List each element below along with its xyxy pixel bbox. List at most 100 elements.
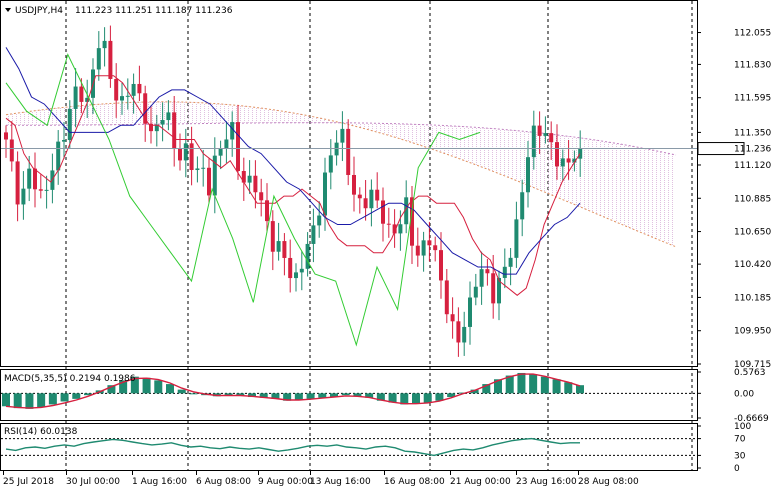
candle-body — [572, 158, 577, 163]
candle-body — [352, 174, 356, 195]
candle-body — [526, 157, 530, 193]
candle-body — [27, 168, 32, 189]
candle-body — [450, 314, 455, 322]
macd-bar — [388, 393, 397, 403]
candle-body — [224, 139, 229, 149]
macd-bar — [412, 393, 420, 404]
macd-bar — [72, 393, 81, 399]
rsi-tick-label: 100 — [734, 422, 751, 432]
macd-bar — [376, 393, 385, 401]
candle-body — [386, 223, 391, 225]
candle-body — [178, 148, 182, 161]
macd-bar — [529, 374, 538, 394]
candle-body — [531, 125, 536, 158]
macd-bar — [248, 393, 256, 398]
candle-body — [381, 200, 385, 224]
macd-bar — [353, 393, 362, 397]
candle-body — [491, 273, 496, 304]
macd-bar — [482, 384, 491, 394]
macd-bar — [60, 393, 69, 402]
candle-body — [38, 189, 43, 191]
candle-body — [195, 168, 200, 171]
macd-bar — [37, 393, 46, 408]
ichimoku-cloud — [5, 101, 677, 248]
candle-body — [369, 189, 374, 209]
candle-body — [375, 189, 380, 201]
macd-bar — [189, 393, 198, 395]
candle-body — [62, 140, 66, 142]
rsi-tick-label: 30 — [734, 451, 746, 461]
candle-body — [259, 192, 264, 201]
time-tick-label: 13 Aug 16:00 — [310, 477, 371, 487]
candle-body — [56, 141, 61, 171]
candle-body — [497, 277, 501, 304]
macd-bar — [306, 393, 315, 399]
tenkan-line — [5, 75, 581, 296]
macd-bar — [423, 393, 432, 403]
time-tick-label: 1 Aug 16:00 — [132, 477, 187, 487]
candle-body — [404, 197, 409, 225]
macd-bar — [318, 393, 327, 398]
candle-body — [183, 143, 188, 161]
macd-bar — [2, 393, 10, 407]
candle-body — [363, 198, 368, 209]
macd-bar — [107, 385, 116, 394]
candle-body — [398, 224, 403, 234]
candle-body — [392, 224, 397, 234]
candle-body — [415, 245, 420, 256]
macd-label: MACD(5,35,5) 0.2194 0.1986 — [4, 374, 136, 384]
candle-body — [555, 142, 559, 167]
price-tick-label: 111.830 — [734, 60, 771, 70]
macd-bar — [470, 389, 479, 394]
macd-bar — [271, 393, 280, 399]
candle-body — [537, 125, 542, 136]
collapse-triangle-icon[interactable] — [5, 8, 11, 12]
candle-body — [444, 280, 449, 315]
candle-body — [218, 148, 223, 156]
candle-body — [340, 128, 345, 143]
candle-body — [410, 197, 414, 246]
candle-body — [439, 250, 443, 281]
macd-bar — [119, 380, 128, 394]
candle-body — [131, 83, 136, 96]
rsi-tick-label: 0 — [734, 464, 740, 474]
candle-body — [137, 83, 142, 94]
macd-bar — [84, 393, 92, 396]
candle-body — [108, 40, 113, 79]
chikou-line — [5, 53, 481, 347]
candle-body — [67, 108, 72, 141]
macd-bar — [25, 393, 34, 409]
macd-bar — [142, 377, 151, 394]
price-tick-label: 109.950 — [734, 327, 771, 337]
candle-body — [4, 132, 8, 140]
price-axis: 112.055 111.830 111.595 111.350 111.120 110.8… — [1, 29, 771, 370]
price-tick-label: 111.595 — [734, 94, 771, 104]
macd-bar — [154, 380, 163, 394]
rsi-label: RSI(14) 60.0138 — [4, 427, 78, 437]
candle-body — [299, 268, 304, 273]
candle-body — [357, 194, 362, 199]
candle-body — [276, 241, 281, 252]
macd-bar — [283, 393, 292, 401]
rsi-line — [5, 437, 580, 457]
candle-body — [549, 133, 554, 143]
candle-body — [85, 97, 90, 102]
candle-body — [79, 86, 84, 102]
macd-bar — [447, 393, 456, 398]
macd-tick-label: 0.00 — [734, 389, 754, 399]
time-axis: 25 Jul 2018 30 Jul 00:00 1 Aug 16:00 6 Aug … — [3, 471, 639, 487]
candle-body — [323, 172, 327, 216]
macd-bar — [435, 393, 444, 401]
candle-body — [502, 266, 507, 278]
macd-bar — [259, 393, 268, 398]
candle-body — [15, 161, 20, 205]
macd-bar — [330, 393, 338, 398]
candle-body — [294, 272, 298, 279]
candle-body — [317, 215, 322, 226]
macd-bar — [294, 393, 303, 400]
macd-bar — [365, 393, 374, 398]
macd-bar — [48, 393, 57, 405]
candle-body — [241, 171, 246, 183]
candle-body — [560, 158, 565, 167]
